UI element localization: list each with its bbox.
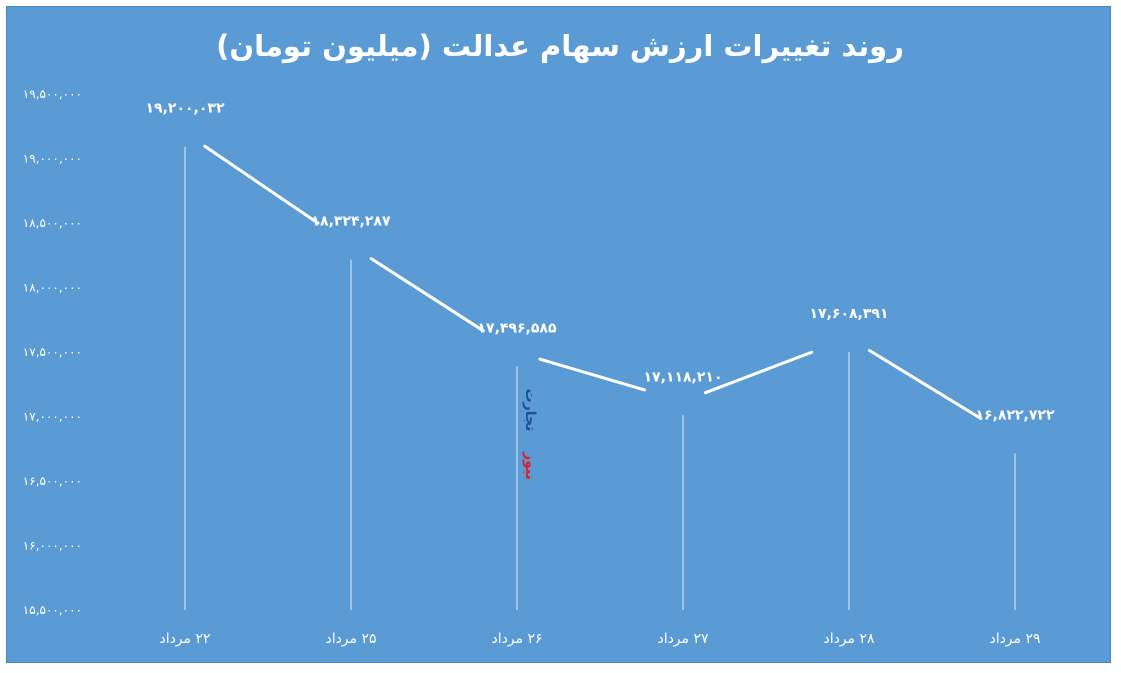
y-tick-label: ۱۷,۵۰۰,۰۰۰ (23, 345, 82, 359)
drop-lines (184, 146, 1016, 610)
data-label: ۱۷,۴۹۶,۵۸۵ (478, 320, 557, 336)
x-tick-label: ۲۵ مرداد (325, 631, 376, 647)
y-axis-ticks: ۱۹,۵۰۰,۰۰۰ ۱۹,۰۰۰,۰۰۰ ۱۸,۵۰۰,۰۰۰ ۱۸,۰۰۰,۰۰۰… (23, 87, 82, 617)
watermark-part2: نیوز (522, 451, 538, 480)
y-tick-label: ۱۹,۰۰۰,۰۰۰ (23, 152, 82, 166)
y-tick-label: ۱۸,۰۰۰,۰۰۰ (23, 281, 82, 295)
x-tick-label: ۲۹ مرداد (989, 631, 1040, 647)
chart-background (6, 6, 1111, 663)
data-label: ۱۸,۳۲۴,۲۸۷ (312, 214, 391, 230)
series-segment (203, 144, 320, 225)
data-label: ۱۷,۱۱۸,۲۱۰ (644, 369, 723, 385)
x-tick-label: ۲۷ مرداد (657, 631, 709, 647)
x-tick-label: ۲۶ مرداد (491, 631, 542, 647)
data-labels: ۱۹,۲۰۰,۰۳۲ ۱۸,۳۲۴,۲۸۷ ۱۷,۴۹۶,۵۸۵ ۱۷,۱۱۸,۲۱۰… (146, 101, 1055, 424)
y-tick-label: ۱۹,۵۰۰,۰۰۰ (23, 87, 82, 101)
series-segment (369, 257, 485, 333)
x-tick-label: ۲۸ مرداد (823, 631, 875, 647)
series-line (203, 144, 983, 421)
watermark-part1: تجارت (522, 389, 538, 432)
x-axis-ticks: ۲۲ مرداد ۲۵ مرداد ۲۶ مرداد ۲۷ مرداد ۲۸ مرداد… (159, 631, 1040, 647)
series-segment (703, 350, 814, 395)
y-tick-label: ۱۶,۵۰۰,۰۰۰ (23, 474, 82, 488)
x-tick-label: ۲۲ مرداد (159, 631, 210, 647)
data-label: ۱۶,۸۲۲,۷۲۲ (976, 407, 1055, 423)
series-segment (538, 357, 647, 392)
y-tick-label: ۱۵,۵۰۰,۰۰۰ (23, 603, 82, 617)
data-label: ۱۹,۲۰۰,۰۳۲ (146, 101, 225, 117)
y-tick-label: ۱۶,۰۰۰,۰۰۰ (23, 539, 82, 553)
y-tick-label: ۱۷,۰۰۰,۰۰۰ (23, 410, 82, 424)
data-label: ۱۷,۶۰۸,۳۹۱ (810, 306, 889, 322)
news-watermark: تجارت نیوز (522, 389, 538, 480)
chart-title: روند تغییرات ارزش سهام عدالت (میلیون توم… (216, 29, 904, 63)
series-segment (867, 349, 983, 421)
y-tick-label: ۱۸,۵۰۰,۰۰۰ (23, 216, 82, 230)
